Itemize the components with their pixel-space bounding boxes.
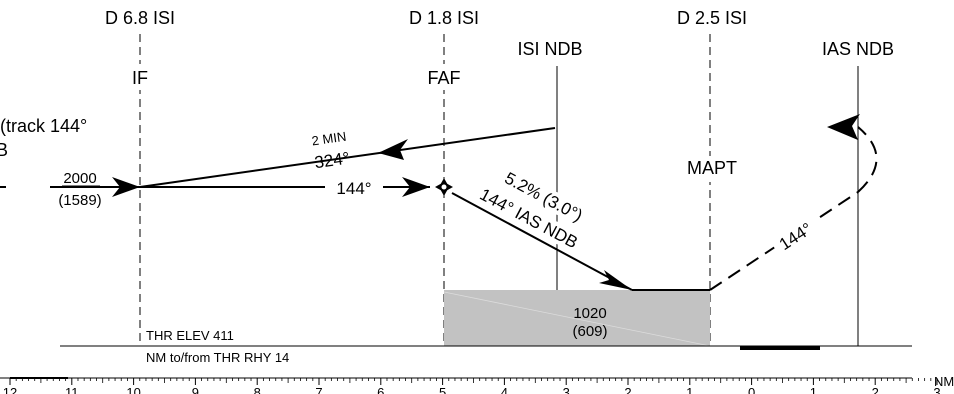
holding-time: 2 MIN bbox=[311, 129, 347, 149]
role-label-faf: FAF bbox=[427, 68, 460, 88]
scale-tick-label: 6 bbox=[377, 385, 384, 394]
scale-tick-label: 8 bbox=[254, 385, 261, 394]
distance-scale-ticks bbox=[9, 378, 938, 385]
fix-distance-if: D 6.8 ISI bbox=[105, 8, 175, 28]
holding-outbound-course: 324° bbox=[313, 149, 350, 173]
outbound-arrowhead bbox=[378, 139, 408, 160]
mapt-label-bg bbox=[676, 156, 746, 182]
scale-tick-label: 1 bbox=[686, 385, 693, 394]
scale-tick-label: 3 bbox=[933, 385, 940, 394]
missed-approach-turn bbox=[857, 126, 878, 193]
final-course-bg bbox=[458, 173, 600, 263]
role-label-if: IF bbox=[132, 68, 148, 88]
scale-tick-label: 10 bbox=[126, 385, 140, 394]
scale-tick-label: 4 bbox=[501, 385, 508, 394]
final-approach-line bbox=[451, 192, 633, 291]
scale-tick-label: 11 bbox=[65, 385, 79, 394]
scale-tick-label: 2 bbox=[624, 385, 631, 394]
inbound-arrowhead bbox=[112, 177, 140, 197]
threshold-distance-note: NM to/from THR RHY 14 bbox=[146, 350, 289, 365]
obstacle-area-diagonal bbox=[443, 291, 711, 347]
scale-tick-label: 0 bbox=[748, 385, 755, 394]
beacon-label-isi: ISI NDB bbox=[517, 39, 582, 59]
inbound-altitude: 2000 bbox=[63, 170, 96, 187]
scale-tick-label: 5 bbox=[439, 385, 446, 394]
runway-bar bbox=[740, 346, 820, 350]
faf-cross-icon bbox=[435, 178, 453, 196]
if-label-bg bbox=[116, 64, 164, 90]
distance-scale-unit: NM bbox=[934, 374, 954, 389]
fix-distance-mapt: D 2.5 ISI bbox=[677, 8, 747, 28]
intermediate-course-bg bbox=[325, 176, 383, 198]
outbound-leg-line bbox=[139, 127, 556, 188]
scale-tick-label: 9 bbox=[192, 385, 199, 394]
final-approach-arrowhead bbox=[599, 270, 632, 290]
beacon-label-ias: IAS NDB bbox=[822, 39, 894, 59]
inbound-note-track: (track 144° bbox=[0, 116, 87, 136]
inbound-note-second-line: B bbox=[0, 140, 8, 160]
scale-tick-label: 3 bbox=[563, 385, 570, 394]
intermediate-course: 144° bbox=[336, 179, 371, 198]
missed-approach-arrowhead bbox=[827, 114, 860, 140]
obstacle-height: (609) bbox=[572, 323, 607, 340]
scale-tick-label: 2 bbox=[872, 385, 879, 394]
role-label-mapt: MAPT bbox=[687, 158, 737, 178]
final-gradient-bg bbox=[486, 159, 602, 234]
fix-distance-faf: D 1.8 ISI bbox=[409, 8, 479, 28]
threshold-elevation: THR ELEV 411 bbox=[146, 328, 234, 343]
faf-label-bg bbox=[418, 64, 470, 90]
obstacle-altitude: 1020 bbox=[573, 305, 606, 322]
distance-scale-labels: 12 11 10 9 8 7 6 5 4 3 2 1 0 1 2 3 bbox=[3, 385, 941, 394]
inbound-altitude-hat: (1589) bbox=[58, 192, 101, 209]
scale-tick-label: 7 bbox=[315, 385, 322, 394]
missed-course-bg bbox=[769, 214, 822, 258]
scale-tick-label: 12 bbox=[3, 385, 17, 394]
intermediate-arrowhead bbox=[402, 177, 430, 197]
scale-tick-label: 1 bbox=[810, 385, 817, 394]
